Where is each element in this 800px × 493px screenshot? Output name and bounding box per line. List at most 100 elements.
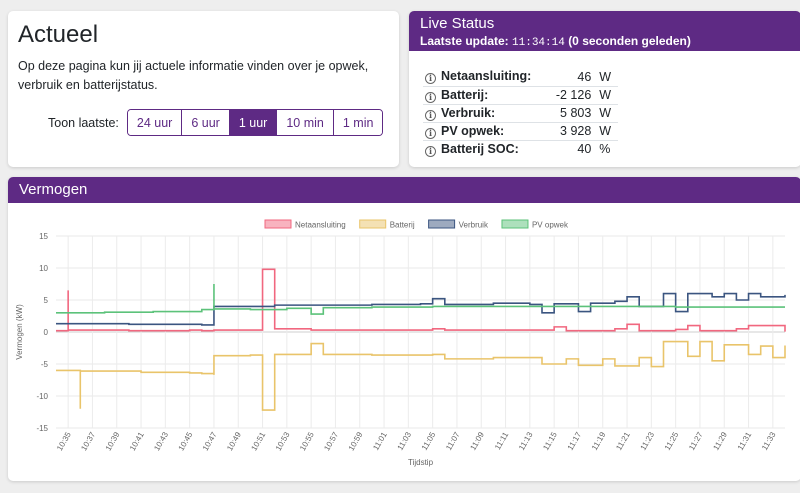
x-tick-label: 11:31 — [736, 430, 754, 452]
legend-label: Batterij — [390, 221, 415, 230]
info-icon[interactable]: i — [425, 73, 436, 85]
x-tick-label: 11:05 — [420, 430, 438, 452]
x-tick-label: 11:15 — [541, 430, 559, 452]
range-6-hours-button[interactable]: 6 uur — [182, 110, 230, 135]
x-tick-label: 10:59 — [347, 430, 365, 452]
legend-item[interactable]: PV opwek — [501, 219, 569, 230]
x-tick-label: 11:33 — [760, 430, 778, 452]
live-status-title: Live Status — [420, 15, 495, 32]
x-tick-label: 10:35 — [55, 430, 73, 452]
vermogen-card: Vermogen Netaansluiting Batterij Verbruik P… — [8, 177, 800, 481]
status-row-verbruik: i Verbruik: 5 803 W — [423, 103, 619, 122]
range-1-hour-button[interactable]: 1 uur — [229, 110, 278, 135]
status-value: -2 126 — [534, 85, 597, 104]
status-unit: W — [599, 69, 612, 84]
x-tick-label: 10:51 — [249, 430, 267, 452]
y-tick-label: 15 — [39, 232, 48, 241]
y-tick-label: 10 — [39, 264, 48, 273]
x-tick-label: 11:23 — [639, 430, 657, 452]
legend-item[interactable]: Verbruik — [428, 219, 489, 230]
legend-item[interactable]: Batterij — [359, 219, 415, 230]
status-label: Verbruik: — [441, 105, 496, 120]
status-unit: % — [596, 139, 619, 158]
legend-swatch — [428, 219, 456, 229]
x-tick-label: 10:43 — [152, 430, 170, 452]
range-button-group: 24 uur 6 uur 1 uur 10 min 1 min — [126, 109, 384, 136]
page-title: Actueel — [18, 21, 99, 48]
y-tick-label: -10 — [36, 392, 48, 401]
legend-swatch — [264, 219, 292, 229]
x-tick-label: 10:41 — [128, 430, 146, 452]
x-tick-label: 11:07 — [444, 430, 462, 452]
series-line-batterij[interactable] — [56, 340, 786, 411]
last-update-ago: (0 seconden geleden) — [568, 34, 691, 48]
range-24-hours-button[interactable]: 24 uur — [127, 110, 183, 135]
x-tick-label: 10:57 — [322, 430, 340, 452]
status-value: 5 803 — [534, 103, 597, 122]
x-tick-label: 10:49 — [225, 430, 243, 452]
last-update-time: 11:34:14 — [512, 37, 565, 49]
status-row-batterij-soc: i Batterij SOC: 40 % — [423, 139, 619, 158]
x-tick-label: 11:25 — [663, 430, 681, 452]
y-tick-label: -5 — [41, 360, 49, 369]
vermogen-header: Vermogen — [8, 177, 800, 203]
chart-legend: Netaansluiting Batterij Verbruik PV opwek — [264, 219, 569, 230]
range-10-min-button[interactable]: 10 min — [277, 110, 334, 135]
x-axis-label: Tijdstip — [408, 458, 434, 467]
x-tick-label: 11:17 — [566, 430, 584, 452]
status-row-pv-opwek: i PV opwek: 3 928 W — [423, 121, 619, 140]
info-icon[interactable]: i — [425, 145, 436, 157]
last-update: Laatste update: 11:34:14 (0 seconden gel… — [420, 32, 790, 52]
info-icon[interactable]: i — [425, 127, 436, 139]
x-tick-label: 11:09 — [468, 430, 486, 452]
x-tick-label: 10:39 — [104, 430, 122, 452]
x-tick-label: 11:01 — [371, 430, 389, 452]
live-status-table: i Netaansluiting: 46 W i Batterij: -2 126 … — [423, 68, 619, 158]
legend-label: Netaansluiting — [295, 221, 346, 230]
status-value: 40 — [534, 139, 597, 158]
x-tick-label: 10:47 — [201, 430, 219, 452]
legend-label: Verbruik — [459, 221, 489, 230]
y-tick-label: 0 — [44, 328, 49, 337]
status-label: PV opwek: — [441, 123, 505, 138]
actueel-card: Actueel Op deze pagina kun jij actuele i… — [8, 11, 399, 167]
x-tick-label: 11:29 — [711, 430, 729, 452]
x-tick-label: 11:13 — [517, 430, 535, 452]
y-tick-label: -15 — [36, 424, 48, 433]
info-icon[interactable]: i — [425, 109, 436, 121]
status-label: Netaansluiting: — [441, 69, 532, 84]
status-label: Batterij SOC: — [441, 141, 519, 156]
x-tick-label: 11:21 — [614, 430, 632, 452]
range-1-min-button[interactable]: 1 min — [333, 110, 383, 135]
status-unit: W — [596, 103, 619, 122]
range-label: Toon laatste: — [48, 115, 119, 130]
x-tick-label: 11:27 — [687, 430, 705, 452]
live-status-card: Live Status Laatste update: 11:34:14 (0 … — [409, 11, 800, 167]
status-unit: W — [596, 121, 619, 140]
legend-label: PV opwek — [532, 221, 569, 230]
x-tick-label: 10:45 — [177, 430, 195, 452]
legend-swatch — [501, 219, 529, 229]
x-tick-label: 10:53 — [274, 430, 292, 452]
x-tick-label: 11:19 — [590, 430, 608, 452]
legend-item[interactable]: Netaansluiting — [264, 219, 346, 230]
power-chart[interactable]: Netaansluiting Batterij Verbruik PV opwek 15… — [8, 203, 800, 481]
y-axis-label: Vermogen (kW) — [15, 304, 24, 360]
last-update-label: Laatste update: — [420, 34, 509, 48]
y-tick-label: 5 — [44, 296, 49, 305]
status-unit: W — [596, 85, 619, 104]
status-value: 3 928 — [534, 121, 597, 140]
series-line-pv-opwek[interactable] — [56, 284, 785, 315]
x-tick-label: 11:03 — [396, 430, 414, 452]
page-description: Op deze pagina kun jij actuele informati… — [18, 59, 369, 92]
status-row-batterij: i Batterij: -2 126 W — [423, 85, 619, 104]
series-line-netaansluiting[interactable] — [56, 268, 786, 332]
status-label: Batterij: — [441, 87, 489, 102]
live-status-header: Live Status Laatste update: 11:34:14 (0 … — [409, 11, 800, 51]
info-icon[interactable]: i — [425, 91, 436, 103]
range-selector: Toon laatste: 24 uur 6 uur 1 uur 10 min … — [48, 109, 389, 136]
series-line-verbruik[interactable] — [56, 292, 786, 326]
status-value: 46 — [577, 69, 592, 84]
x-tick-label: 10:37 — [79, 430, 97, 452]
x-tick-label: 11:11 — [493, 430, 510, 451]
